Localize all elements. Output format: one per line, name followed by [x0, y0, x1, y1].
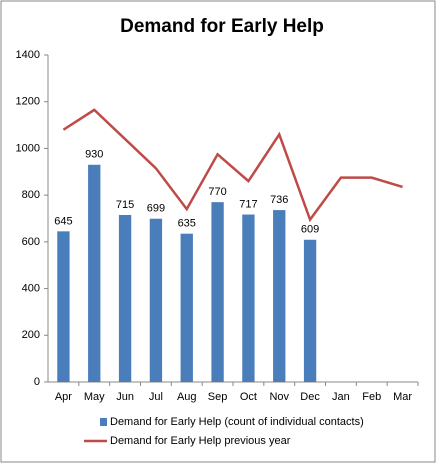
bar [242, 214, 255, 382]
bar [180, 233, 193, 382]
data-label: 770 [208, 186, 226, 198]
y-tick-label: 400 [22, 282, 40, 294]
data-label: 930 [85, 149, 103, 161]
bar [273, 210, 286, 382]
x-tick-label: Jan [332, 391, 350, 403]
data-label: 736 [270, 194, 288, 206]
x-tick-label: Aug [177, 391, 197, 403]
data-label: 635 [178, 218, 196, 230]
legend-swatch [100, 418, 107, 426]
x-tick-label: Dec [300, 391, 320, 403]
x-tick-label: Mar [393, 391, 412, 403]
y-tick-label: 600 [22, 236, 40, 248]
data-label: 609 [301, 224, 319, 236]
bar [211, 202, 224, 382]
y-tick-label: 800 [22, 189, 40, 201]
chart-title: Demand for Early Help [120, 16, 324, 37]
y-tick-label: 200 [22, 329, 40, 341]
x-tick-label: Jul [149, 391, 163, 403]
y-tick-label: 1200 [16, 96, 40, 108]
bar [57, 231, 70, 382]
bar [88, 164, 101, 382]
legend-label: Demand for Early Help previous year [110, 435, 291, 447]
legend-label: Demand for Early Help (count of individu… [110, 416, 364, 428]
data-label: 715 [116, 199, 134, 211]
y-tick-label: 1400 [16, 49, 40, 61]
y-tick-label: 1000 [16, 142, 40, 154]
x-tick-label: Apr [55, 391, 72, 403]
x-tick-label: Nov [269, 391, 289, 403]
x-tick-label: Jun [116, 391, 134, 403]
data-label: 699 [147, 203, 165, 215]
data-label: 717 [239, 198, 257, 210]
bar [118, 214, 132, 382]
y-tick-label: 0 [34, 376, 40, 388]
line [62, 108, 403, 223]
x-tick-label: Feb [362, 391, 381, 403]
data-label: 645 [54, 215, 72, 227]
x-tick-label: Oct [240, 391, 257, 403]
bar [149, 218, 163, 382]
x-tick-label: Sep [208, 391, 228, 403]
x-tick-label: May [84, 391, 105, 403]
bar [303, 239, 317, 382]
